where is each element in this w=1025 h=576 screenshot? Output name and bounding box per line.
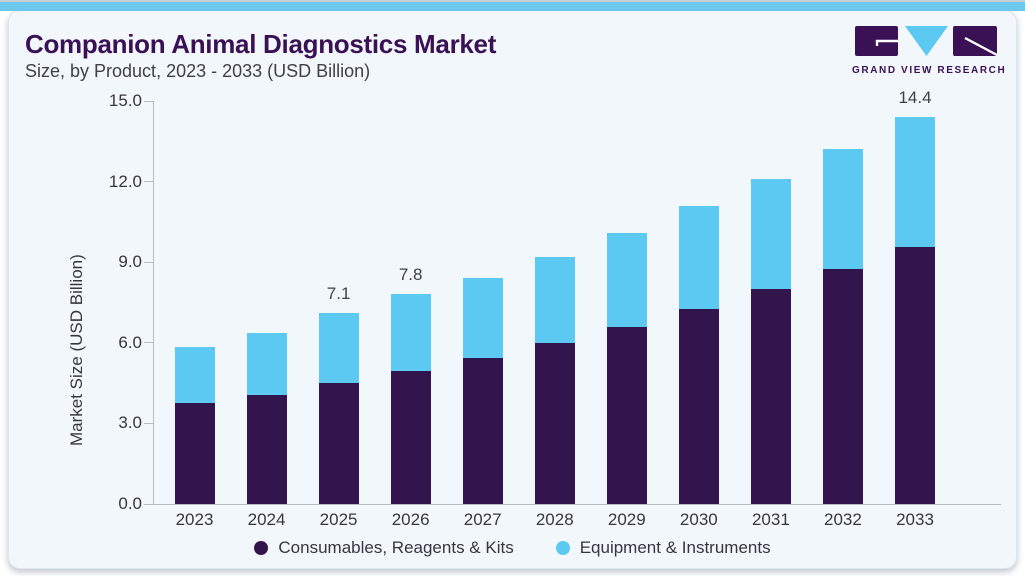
x-tick-label: 2033	[896, 510, 934, 529]
bar-2026-equipment	[390, 294, 431, 372]
y-tick-mark	[144, 342, 154, 344]
top-accent-bar	[0, 2, 1025, 11]
window-top-edge	[0, 0, 1025, 2]
chart-card: Companion Animal Diagnostics Market Size…	[8, 10, 1017, 569]
bar-2032-consumables	[822, 268, 863, 504]
x-tick-label: 2023	[175, 510, 214, 529]
bar-2031-equipment	[750, 178, 791, 290]
bar-2029-equipment	[606, 232, 647, 327]
bar-total-label: 14.4	[898, 88, 932, 108]
bar-2027-equipment	[462, 278, 503, 358]
bar-2025-equipment	[318, 313, 359, 384]
bar-2033-consumables	[895, 247, 935, 504]
bar-total-label: 7.8	[398, 265, 423, 285]
bar-2029-consumables	[606, 326, 647, 504]
x-tick-label: 2025	[319, 510, 358, 529]
legend: Consumables, Reagents & Kits Equipment & …	[9, 538, 1016, 558]
x-tick-label: 2032	[824, 510, 862, 529]
bar-total-label: 7.1	[326, 284, 351, 304]
y-tick-mark	[144, 181, 154, 183]
x-tick-label: 2031	[751, 510, 790, 529]
y-tick-label: 3.0	[118, 413, 142, 433]
y-tick-label: 6.0	[118, 332, 142, 352]
y-tick-label: 15.0	[108, 91, 142, 110]
bar-2027-consumables	[462, 357, 503, 504]
bar-2025-consumables	[318, 383, 359, 504]
bar-2030-equipment	[678, 205, 719, 310]
bar-2031-consumables	[750, 289, 791, 504]
x-tick-label: 2028	[535, 510, 574, 529]
legend-swatch	[555, 541, 570, 555]
bar-2024-consumables	[246, 395, 287, 504]
legend-item-equipment: Equipment & Instruments	[555, 538, 771, 558]
bar-2023-equipment	[174, 346, 215, 404]
legend-label: Equipment & Instruments	[579, 538, 771, 557]
x-tick-label: 2027	[463, 510, 502, 529]
x-tick-label: 2024	[247, 510, 286, 529]
x-tick-label: 2026	[391, 510, 430, 529]
legend-item-consumables: Consumables, Reagents & Kits	[254, 538, 514, 558]
bar-2026-consumables	[390, 371, 431, 504]
gvr-logo-mark	[855, 26, 998, 57]
page-title: Companion Animal Diagnostics Market	[25, 29, 497, 59]
gvr-logo: GRAND VIEW RESEARCH	[852, 24, 1007, 76]
bar-2028-consumables	[534, 342, 575, 504]
y-tick-mark	[144, 100, 154, 102]
x-tick-label: 2029	[607, 510, 646, 529]
page-subtitle: Size, by Product, 2023 - 2033 (USD Billi…	[25, 61, 371, 81]
y-tick-label: 12.0	[108, 171, 142, 191]
plot-area: 0.0 3.0 6.0 9.0 12.0 15.0 2023 2024 2025 7.1 2026 7…	[109, 88, 1001, 529]
bar-2023-consumables	[174, 403, 215, 504]
bar-2032-equipment	[822, 149, 863, 269]
legend-swatch	[254, 541, 269, 555]
y-tick-label: 9.0	[118, 252, 142, 272]
y-tick-label: 0.0	[118, 494, 142, 513]
y-tick-mark	[144, 261, 154, 263]
legend-label: Consumables, Reagents & Kits	[278, 538, 514, 557]
bar-2028-equipment	[534, 256, 575, 343]
bar-2033-equipment	[895, 117, 935, 248]
gvr-logo-text: GRAND VIEW RESEARCH	[852, 65, 1007, 76]
y-tick-mark	[144, 422, 154, 424]
y-tick-mark	[144, 503, 154, 505]
bar-2030-consumables	[678, 309, 719, 504]
x-tick-label: 2030	[679, 510, 718, 529]
bar-2024-equipment	[246, 333, 287, 396]
